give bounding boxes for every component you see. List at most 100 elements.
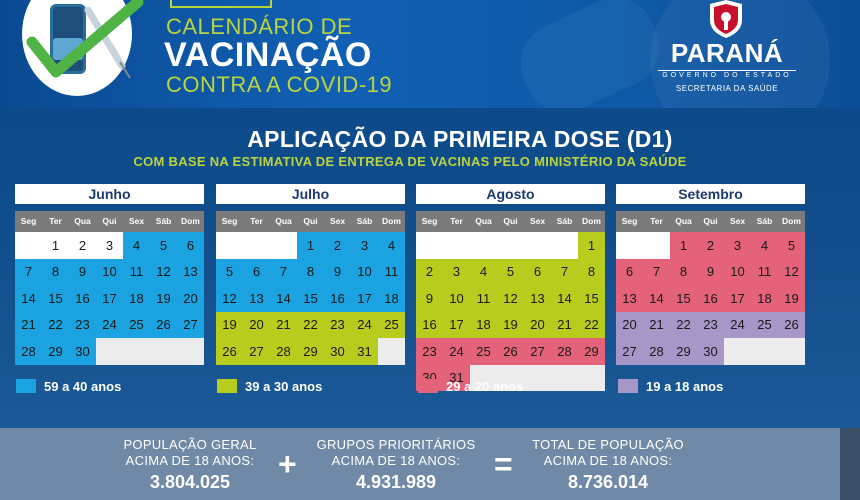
day-cell: 7 [643,258,670,285]
day-cell [96,338,123,365]
day-cell [551,364,578,391]
day-cell: 17 [724,285,751,312]
day-grid: 1 2 3 4 5 6 7 8 9 10 11 12 13 14 15 16 17 18 19 20 21 22 23 24 2… [416,232,605,391]
day-cell: 23 [697,311,724,338]
day-cell: 3 [724,232,751,259]
day-cell: 12 [216,285,243,312]
day-cell: 21 [270,311,297,338]
stat-label: ACIMA DE 18 ANOS: [543,453,673,468]
weekday-header: Seg Ter Qua Qui Sex Sáb Dom [616,211,805,232]
day-cell: 8 [297,258,324,285]
day-cell: 26 [497,338,524,365]
day-cell [724,338,751,365]
day-cell [551,232,578,259]
day-cell: 14 [15,285,42,312]
legend-label: 29 a 20 anos [446,378,524,394]
month-name: Junho [15,184,204,204]
day-cell [15,232,42,259]
title-vacinacao: VACINAÇÃO [164,36,372,74]
day-cell: 17 [96,285,123,312]
legend-item: 59 a 40 anos [16,378,121,394]
title-covid: CONTRA A COVID-19 [166,72,393,97]
day-cell [616,232,643,259]
day-cell [643,232,670,259]
month-calendar-junho: Junho Seg Ter Qua Qui Sex Sáb Dom 1 2 3 4 5 6 7 8 9 10 11 1… [15,184,204,365]
day-cell: 14 [551,285,578,312]
day-cell: 26 [216,338,243,365]
day-cell: 6 [524,258,551,285]
day-cell [524,232,551,259]
day-cell: 23 [324,311,351,338]
day-cell: 17 [443,311,470,338]
checkmark-syringe-icon [26,0,144,79]
weekday-label: Seg [421,216,438,226]
day-cell: 19 [778,285,805,312]
day-cell [243,232,270,259]
day-cell: 13 [524,285,551,312]
day-cell: 28 [551,338,578,365]
weekday-label: Sex [128,216,145,226]
weekday-label: Dom [782,216,801,226]
day-cell: 2 [697,232,724,259]
weekday-label: Seg [621,216,638,226]
day-cell: 29 [42,338,69,365]
day-cell: 23 [416,338,443,365]
day-cell: 8 [670,258,697,285]
section-subtitle: COM BASE NA ESTIMATIVA DE ENTREGA DE VAC… [133,154,687,169]
weekday-header: Seg Ter Qua Qui Sex Sáb Dom [15,211,204,232]
day-cell: 21 [15,311,42,338]
day-cell: 18 [378,285,405,312]
day-cell: 10 [724,258,751,285]
day-cell: 19 [497,311,524,338]
day-cell: 26 [778,311,805,338]
weekday-label: Sex [729,216,746,226]
day-cell: 21 [643,311,670,338]
day-cell: 31 [443,364,470,391]
day-cell: 13 [616,285,643,312]
weekday-label: Seg [221,216,238,226]
weekday-label: Qua [675,216,692,226]
day-cell [123,338,150,365]
day-cell [270,232,297,259]
day-cell: 1 [670,232,697,259]
stat-label: GRUPOS PRIORITÁRIOS [316,437,476,452]
weekday-label: Ter [450,216,463,226]
day-cell: 13 [177,258,204,285]
title-calendario: CALENDÁRIO DE [166,14,353,39]
day-cell: 25 [378,311,405,338]
month-name: Julho [216,184,405,204]
day-cell: 25 [751,311,778,338]
month-calendar-julho: Julho Seg Ter Qua Qui Sex Sáb Dom 1 2 3 4 5 6 7 8 9 10 11 1… [216,184,405,365]
day-cell: 25 [123,311,150,338]
day-cell [378,338,405,365]
stat-grupos-prioritarios: GRUPOS PRIORITÁRIOS ACIMA DE 18 ANOS: 4.… [306,437,486,493]
weekday-label: Qui [703,216,718,226]
weekday-label: Qua [275,216,292,226]
day-cell: 26 [150,311,177,338]
stat-value: 8.736.014 [567,472,649,492]
weekday-label: Sáb [556,216,573,226]
year-tab [170,0,272,8]
month-name: Agosto [416,184,605,204]
day-cell: 2 [324,232,351,259]
day-cell: 30 [69,338,96,365]
day-grid: 1 2 3 4 5 6 7 8 9 10 11 12 13 14 15 16 17 18 19 20 21 22 23 24 2… [15,232,204,365]
day-cell: 14 [643,285,670,312]
population-footer: POPULAÇÃO GERAL ACIMA DE 18 ANOS: 3.804.… [0,428,860,500]
day-cell: 6 [616,258,643,285]
day-cell: 4 [123,232,150,259]
weekday-label: Sex [529,216,546,226]
weekday-header: Seg Ter Qua Qui Sex Sáb Dom [416,211,605,232]
day-cell: 3 [351,232,378,259]
day-cell: 29 [578,338,605,365]
weekday-label: Sáb [155,216,172,226]
legend-label: 19 a 18 anos [646,378,724,394]
day-cell: 19 [216,311,243,338]
day-cell: 22 [42,311,69,338]
day-cell: 14 [270,285,297,312]
day-cell: 28 [270,338,297,365]
coat-of-arms-icon [710,0,742,38]
legend-item: 19 a 18 anos [618,378,723,394]
weekday-label: Qua [475,216,492,226]
day-cell: 25 [470,338,497,365]
